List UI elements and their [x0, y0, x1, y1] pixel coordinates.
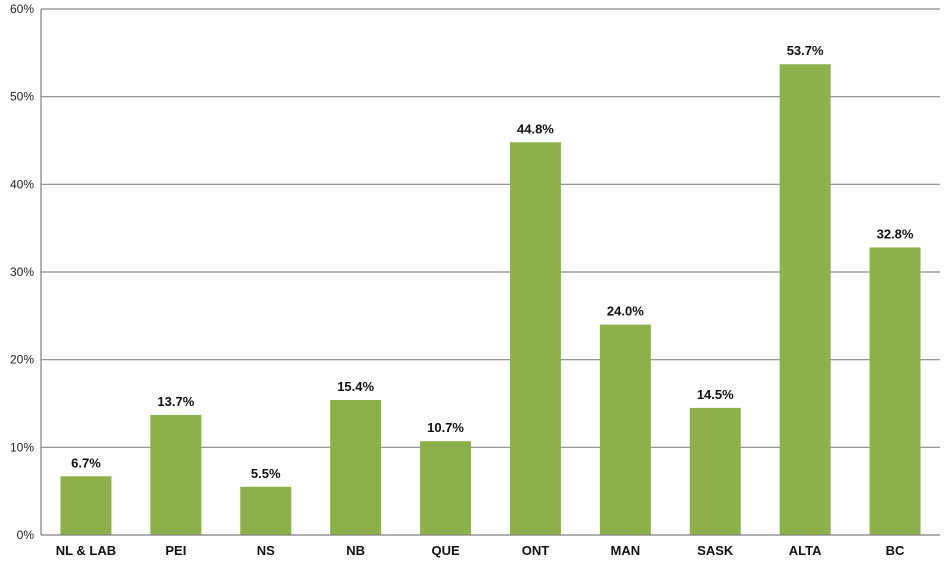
data-labels: 6.7% 13.7% 5.5% 15.4% 10.7% 44.8% 24.0% 14.5% 53…	[71, 43, 914, 481]
y-tick-label: 50%	[10, 90, 34, 104]
data-label: 14.5%	[697, 387, 734, 402]
bar	[779, 64, 831, 535]
bar	[509, 142, 561, 535]
bar	[599, 324, 651, 535]
x-tick-label: NS	[257, 543, 275, 558]
data-label: 5.5%	[251, 466, 281, 481]
bar	[60, 476, 112, 535]
data-label: 53.7%	[787, 43, 824, 58]
bar	[330, 399, 382, 535]
x-tick-label: SASK	[697, 543, 734, 558]
axes	[40, 9, 940, 536]
bar	[689, 407, 741, 535]
data-label: 15.4%	[337, 379, 374, 394]
data-label: 13.7%	[157, 394, 194, 409]
x-tick-label: NL & LAB	[56, 543, 116, 558]
data-label: 32.8%	[877, 226, 914, 241]
y-tick-label: 10%	[10, 440, 34, 454]
bar	[240, 486, 292, 535]
y-tick-label: 0%	[17, 528, 35, 542]
x-tick-label: ONT	[522, 543, 550, 558]
x-tick-label: BC	[886, 543, 905, 558]
data-label: 6.7%	[71, 455, 101, 470]
bar	[869, 247, 921, 535]
x-tick-label: QUE	[431, 543, 460, 558]
bars	[60, 64, 921, 535]
data-label: 10.7%	[427, 420, 464, 435]
data-label: 24.0%	[607, 304, 644, 319]
y-tick-label: 20%	[10, 353, 34, 367]
x-tick-label: PEI	[165, 543, 186, 558]
x-tick-label: MAN	[611, 543, 641, 558]
y-tick-label: 60%	[10, 2, 34, 16]
x-tick-label: ALTA	[789, 543, 822, 558]
bar	[420, 441, 472, 535]
data-label: 44.8%	[517, 121, 554, 136]
x-tick-labels: NL & LAB PEI NS NB QUE ONT MAN SASK ALTA BC	[56, 543, 905, 558]
y-tick-labels: 0% 10% 20% 30% 40% 50% 60%	[10, 2, 34, 542]
bar	[150, 414, 202, 535]
y-tick-label: 40%	[10, 177, 34, 191]
y-tick-label: 30%	[10, 265, 34, 279]
x-tick-label: NB	[346, 543, 365, 558]
